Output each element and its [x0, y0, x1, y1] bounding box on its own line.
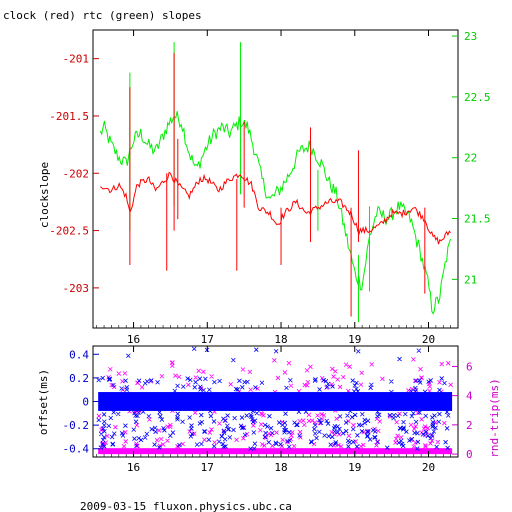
- offset-series: [96, 346, 453, 451]
- clockslope-y-tick-label: -201.5: [49, 110, 89, 123]
- clockslope-axis-label: clockslope: [38, 162, 51, 228]
- rnd-trip-y-tick-label: 0: [466, 448, 473, 461]
- clockslope-y-tick-label: -203: [63, 282, 90, 295]
- rnd-trip-y-tick-label: 6: [466, 360, 473, 373]
- slope-panel: 16 17 18 19 20 -201 -201.5 -202 -202.5 -203 23 22.5…: [38, 29, 491, 346]
- offset-x-tick-label: 19: [348, 461, 361, 474]
- clockslope-y-tick-label: -201: [63, 53, 90, 66]
- offset-axis-label: offset(ms): [37, 369, 50, 435]
- clockslope-y-tick-label: -202: [63, 167, 90, 180]
- offset-y-tick-label: 0.4: [69, 348, 89, 361]
- slope-panel-frame: [92, 29, 459, 329]
- offset-y-tick-label: 0.2: [69, 372, 89, 385]
- clockslope-y-tick-label: -202.5: [49, 225, 89, 238]
- offset-x-tick-label: 18: [274, 461, 287, 474]
- chart-title: clock (red) rtc (green) slopes: [3, 9, 202, 22]
- offset-y-tick-label: 0: [82, 396, 89, 409]
- slope-x-tick-label: 19: [348, 333, 361, 346]
- footer-text: 2009-03-15 fluxon.physics.ubc.ca: [80, 500, 292, 512]
- slope-x-tick-label: 20: [422, 333, 435, 346]
- rnd-trip-baseline: [98, 448, 453, 455]
- offset-x-tick-label: 16: [127, 461, 140, 474]
- rtc-series-line: [99, 111, 452, 315]
- offset-x-tick-label: 17: [201, 461, 214, 474]
- slope-x-tick-label: 16: [127, 333, 140, 346]
- rtc-y-tick-label: 22.5: [464, 91, 491, 104]
- rtc-y-tick-label: 21.5: [464, 213, 491, 226]
- rtc-y-tick-label: 22: [464, 152, 477, 165]
- rnd-trip-axis-label: rnd-trip(ms): [488, 378, 501, 457]
- offset-points: [96, 346, 451, 451]
- offset-dense-band: [98, 392, 453, 411]
- rtc-y-tick-label: 21: [464, 273, 477, 286]
- offset-y-tick-label: -0.4: [63, 443, 90, 456]
- rnd-trip-y-tick-label: 4: [466, 390, 473, 403]
- offset-y-tick-label: -0.2: [63, 419, 90, 432]
- clock-series-line: [100, 171, 451, 245]
- rnd-trip-y-tick-label: 2: [466, 419, 473, 432]
- slope-axes: 16 17 18 19 20 -201 -201.5 -202 -202.5 -203 23 22.5…: [49, 30, 491, 346]
- slope-x-tick-label: 17: [201, 333, 214, 346]
- slope-plot-area: [99, 42, 452, 322]
- offset-x-tick-label: 20: [422, 461, 435, 474]
- slope-x-tick-label: 18: [274, 333, 287, 346]
- offset-plot-area: [96, 346, 453, 455]
- rtc-y-tick-label: 23: [464, 30, 477, 43]
